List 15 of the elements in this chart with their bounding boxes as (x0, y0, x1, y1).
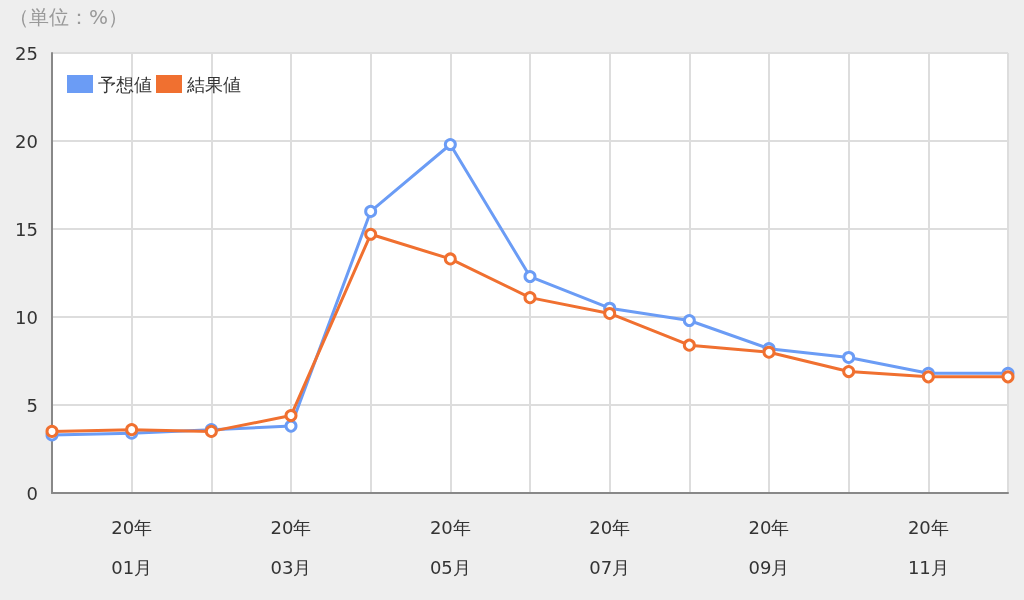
legend-label: 予想値 (98, 73, 152, 95)
y-tick-label: 0 (26, 482, 38, 504)
x-tick-label: 20年 03月 (270, 516, 312, 578)
x-tick-label: 20年 01月 (111, 516, 153, 578)
y-tick-label: 10 (15, 306, 38, 328)
y-tick-label: 20 (15, 130, 38, 152)
y-tick-label: 5 (26, 394, 38, 416)
y-tick-label: 25 (15, 42, 38, 64)
x-tick-label: 20年 07月 (589, 516, 631, 578)
legend-label: 結果値 (186, 73, 241, 95)
x-tick-label: 20年 05月 (429, 516, 471, 578)
y-axis-title: （単位：%） (9, 5, 129, 29)
x-tick-label: 20年 11月 (907, 516, 949, 578)
y-tick-label: 15 (15, 218, 38, 240)
x-tick-label: 20年 09月 (748, 516, 790, 578)
